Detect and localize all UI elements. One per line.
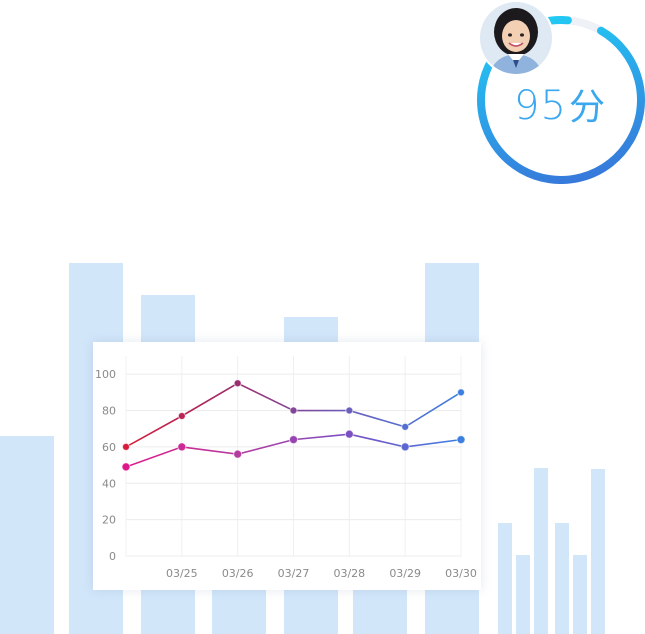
x-tick-label: 03/28 (333, 567, 365, 580)
bg-bar-small (555, 523, 569, 634)
y-tick-label: 60 (102, 441, 116, 454)
data-point (289, 435, 298, 445)
data-point (233, 449, 243, 459)
data-point (177, 412, 186, 420)
bg-bar-small (573, 555, 587, 634)
bg-bar-small (534, 468, 548, 634)
score-text: 95分 (480, 78, 640, 130)
x-tick-label: 03/25 (166, 567, 198, 580)
x-tick-label: 03/30 (445, 567, 477, 580)
data-point (457, 388, 465, 397)
data-point (121, 462, 131, 472)
score-unit: 分 (568, 87, 606, 128)
data-point (345, 406, 354, 415)
data-point (401, 422, 410, 431)
line-chart: 0 20 40 60 80 100 03/25 03/26 03/27 03/28 03/29 03… (95, 356, 477, 580)
x-tick-label: 03/26 (222, 567, 254, 580)
data-point (400, 442, 410, 452)
data-point (456, 435, 466, 445)
y-tick-label: 40 (102, 477, 116, 490)
y-tick-label: 20 (102, 514, 116, 527)
bg-bar-small (516, 555, 530, 634)
bg-bar-small (498, 523, 512, 634)
data-point (122, 442, 130, 451)
bg-bar (0, 436, 54, 634)
x-tick-label: 03/27 (278, 567, 310, 580)
score-value: 95 (514, 83, 567, 129)
student-portrait-icon (480, 2, 552, 74)
y-tick-label: 0 (109, 550, 116, 563)
chart-card: 0 20 40 60 80 100 03/25 03/26 03/27 03/28 03/29 03… (93, 342, 481, 590)
data-point (177, 442, 187, 452)
data-point (233, 379, 242, 388)
y-tick-label: 100 (95, 368, 116, 381)
score-widget: 95分 (472, 0, 645, 190)
avatar (478, 0, 554, 76)
x-tick-label: 03/29 (389, 567, 421, 580)
y-tick-label: 80 (102, 405, 116, 418)
data-point (344, 429, 354, 439)
data-point (289, 406, 298, 415)
bg-bar-small (591, 469, 605, 634)
